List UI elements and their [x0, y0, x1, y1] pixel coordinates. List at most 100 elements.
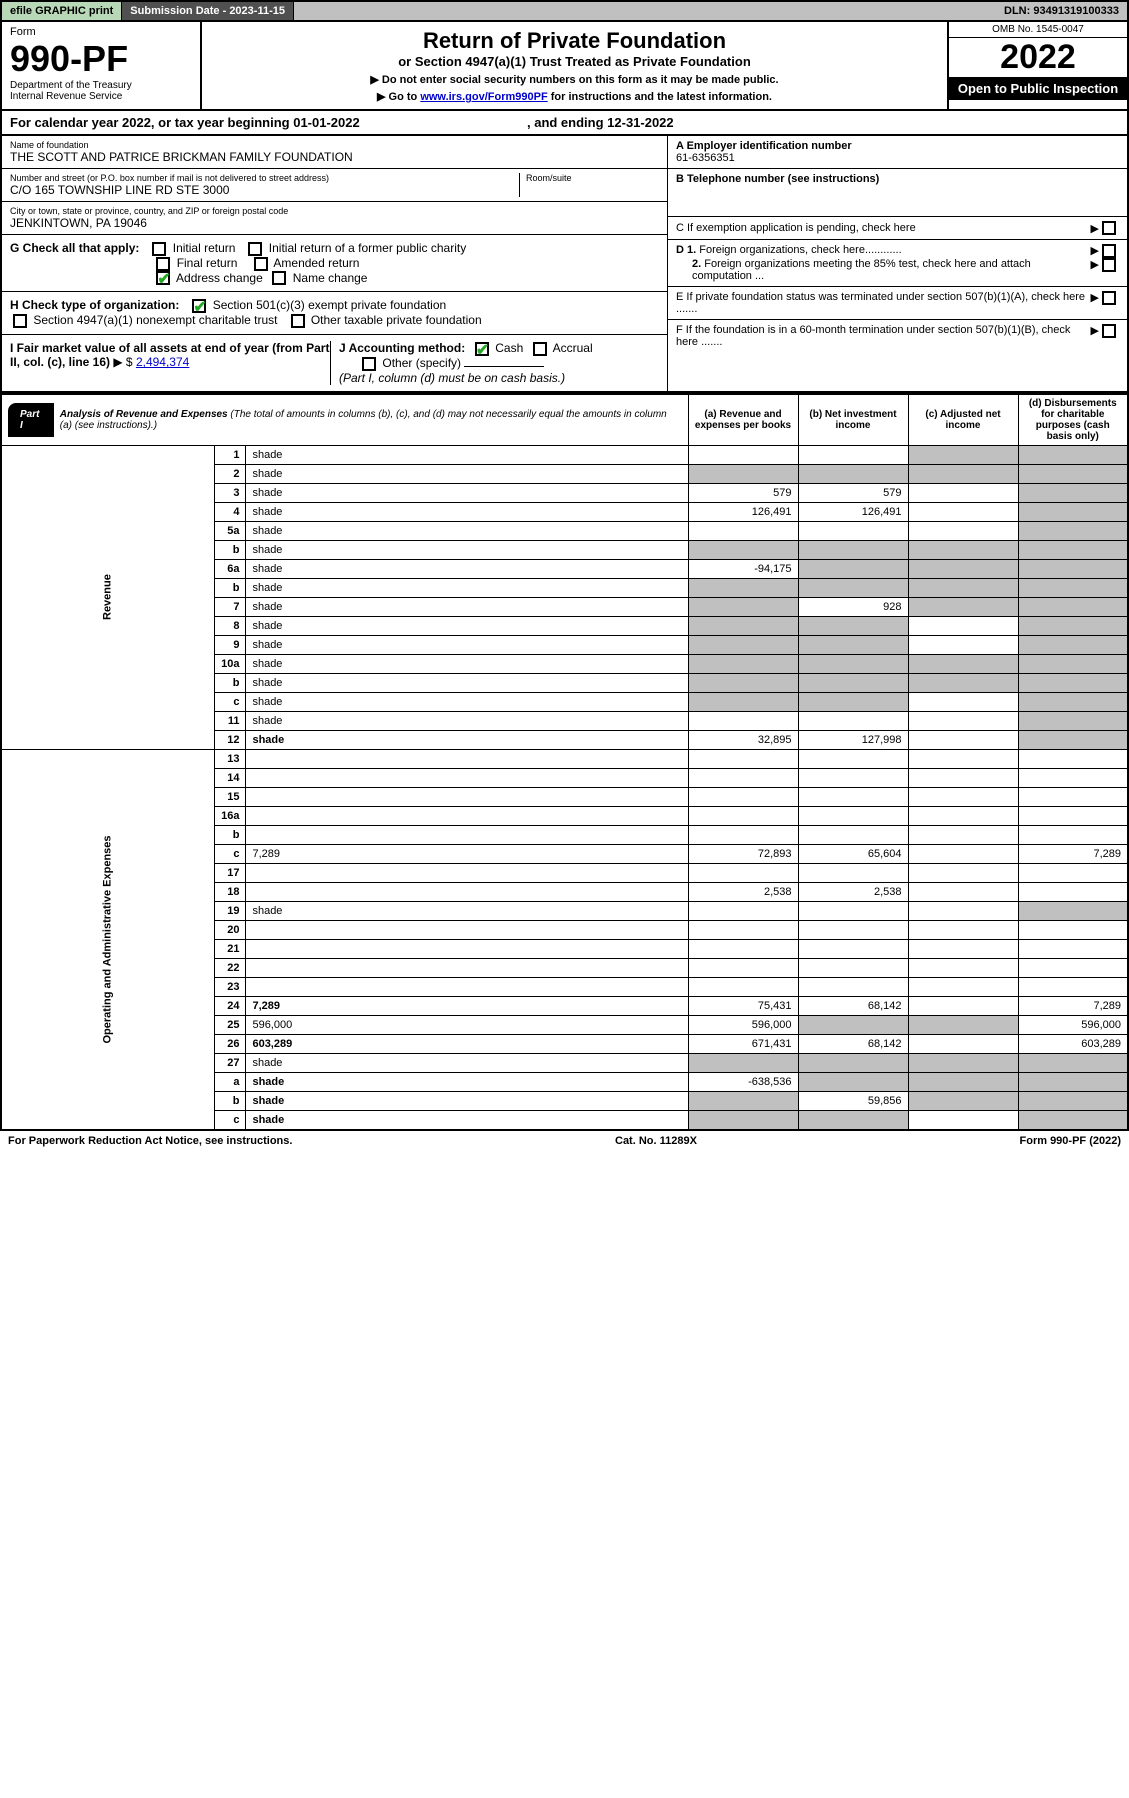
row-number: 17 [215, 863, 246, 882]
cash-checkbox[interactable] [475, 342, 489, 356]
row-number: 5a [215, 521, 246, 540]
instructions-link[interactable]: www.irs.gov/Form990PF [420, 91, 547, 103]
row-description: 7,289 [246, 844, 688, 863]
amount-cell-a [688, 863, 798, 882]
accrual-checkbox[interactable] [533, 342, 547, 356]
d2-checkbox[interactable] [1102, 258, 1116, 272]
amount-cell-c [908, 559, 1018, 578]
amount-cell-c [908, 654, 1018, 673]
amount-cell-b [798, 901, 908, 920]
amount-cell-d [1018, 787, 1128, 806]
amount-cell-d [1018, 654, 1128, 673]
room-label: Room/suite [526, 173, 659, 183]
row-number: 11 [215, 711, 246, 730]
row-number: c [215, 692, 246, 711]
row-description [246, 882, 688, 901]
amount-cell-b [798, 578, 908, 597]
amount-cell-b [798, 1053, 908, 1072]
form-subtitle2a: ▶ Do not enter social security numbers o… [208, 73, 941, 86]
row-number: 25 [215, 1015, 246, 1034]
top-bar: efile GRAPHIC print Submission Date - 20… [0, 0, 1129, 22]
row-description: shade [246, 1053, 688, 1072]
amount-cell-c [908, 464, 1018, 483]
amount-cell-c [908, 1053, 1018, 1072]
amount-cell-b [798, 1110, 908, 1130]
amount-cell-d [1018, 768, 1128, 787]
row-description [246, 958, 688, 977]
e-checkbox[interactable] [1102, 291, 1116, 305]
amount-cell-a: 72,893 [688, 844, 798, 863]
col-a-header: (a) Revenue and expenses per books [688, 394, 798, 446]
amount-cell-a [688, 540, 798, 559]
amount-cell-b [798, 787, 908, 806]
d1-checkbox[interactable] [1102, 244, 1116, 258]
j-note: (Part I, column (d) must be on cash basi… [339, 371, 565, 385]
amount-cell-d [1018, 597, 1128, 616]
i-j-row: I Fair market value of all assets at end… [2, 335, 667, 391]
final-return-label: Final return [177, 256, 238, 270]
amount-cell-d [1018, 692, 1128, 711]
4947-checkbox[interactable] [13, 314, 27, 328]
expenses-side-label: Operating and Administrative Expenses [1, 749, 215, 1130]
amount-cell-d [1018, 502, 1128, 521]
initial-return-checkbox[interactable] [152, 242, 166, 256]
name-change-label: Name change [293, 271, 368, 285]
amount-cell-d: 596,000 [1018, 1015, 1128, 1034]
revenue-side-label: Revenue [1, 445, 215, 749]
f-checkbox[interactable] [1102, 324, 1116, 338]
efile-badge[interactable]: efile GRAPHIC print [2, 2, 122, 20]
row-number: 23 [215, 977, 246, 996]
row-description: shade [246, 1072, 688, 1091]
row-description: shade [246, 464, 688, 483]
name-change-checkbox[interactable] [272, 271, 286, 285]
initial-former-checkbox[interactable] [248, 242, 262, 256]
row-number: 22 [215, 958, 246, 977]
g-check-row: G Check all that apply: Initial return I… [2, 235, 667, 292]
501c3-checkbox[interactable] [192, 299, 206, 313]
table-row: Operating and Administrative Expenses13 [1, 749, 1128, 768]
amount-cell-d [1018, 958, 1128, 977]
other-method-checkbox[interactable] [362, 357, 376, 371]
amount-cell-d [1018, 730, 1128, 749]
row-number: b [215, 1091, 246, 1110]
amount-cell-a [688, 673, 798, 692]
amount-cell-a: 596,000 [688, 1015, 798, 1034]
row-description: shade [246, 559, 688, 578]
amount-cell-c [908, 768, 1018, 787]
amount-cell-b: 2,538 [798, 882, 908, 901]
amount-cell-b [798, 920, 908, 939]
row-number: 14 [215, 768, 246, 787]
row-number: 26 [215, 1034, 246, 1053]
amended-checkbox[interactable] [254, 257, 268, 271]
other-taxable-checkbox[interactable] [291, 314, 305, 328]
amount-cell-b [798, 958, 908, 977]
amount-cell-b: 68,142 [798, 996, 908, 1015]
row-number: 18 [215, 882, 246, 901]
dln: DLN: 93491319100333 [996, 2, 1127, 20]
dept-label: Department of the Treasury [10, 80, 192, 91]
amount-cell-b [798, 521, 908, 540]
amount-cell-c [908, 730, 1018, 749]
row-description: shade [246, 1110, 688, 1130]
amount-cell-b [798, 863, 908, 882]
row-description: 603,289 [246, 1034, 688, 1053]
amount-cell-a [688, 616, 798, 635]
row-description: shade [246, 578, 688, 597]
row-number: b [215, 578, 246, 597]
amount-cell-a [688, 920, 798, 939]
h-label: H Check type of organization: [10, 298, 179, 312]
row-description [246, 749, 688, 768]
address-change-label: Address change [176, 271, 263, 285]
amount-cell-c [908, 996, 1018, 1015]
c-checkbox[interactable] [1102, 221, 1116, 235]
address-change-checkbox[interactable] [156, 271, 170, 285]
d1-label: Foreign organizations, check here.......… [699, 244, 901, 256]
amount-cell-c [908, 540, 1018, 559]
row-description: shade [246, 692, 688, 711]
fmv-value[interactable]: 2,494,374 [136, 355, 189, 369]
initial-former-label: Initial return of a former public charit… [269, 241, 466, 255]
row-description: shade [246, 730, 688, 749]
cal-begin: For calendar year 2022, or tax year begi… [10, 115, 360, 130]
amount-cell-a [688, 806, 798, 825]
amount-cell-c [908, 578, 1018, 597]
